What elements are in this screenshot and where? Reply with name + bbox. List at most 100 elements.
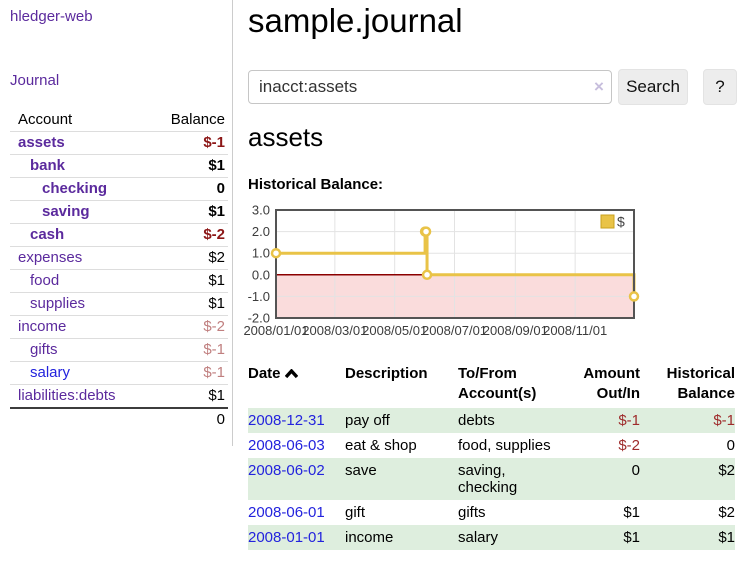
register-header-description: Description <box>345 365 428 382</box>
account-link-supplies[interactable]: supplies <box>30 295 86 312</box>
account-row-assets: assets $-1 <box>10 131 228 155</box>
transaction-description: pay off <box>345 412 390 429</box>
register-row: 2008-06-02 save saving, checking 0 $2 <box>248 458 735 500</box>
account-row-saving: saving $1 <box>10 200 228 224</box>
transaction-description: gift <box>345 504 366 521</box>
transaction-amount: $1 <box>623 529 640 546</box>
register-row: 2008-12-31 pay off debts $-1 $-1 <box>248 408 735 433</box>
transaction-balance: $-1 <box>713 412 735 429</box>
x-axis-tick-label: 2008/05/01 <box>362 323 427 338</box>
transaction-amount: $-2 <box>618 437 640 454</box>
y-axis-tick-label: 1.0 <box>252 246 270 261</box>
account-heading: assets <box>248 122 324 152</box>
account-balance: 0 <box>153 177 228 201</box>
data-point-marker <box>270 247 282 259</box>
historical-balance-chart: 3.0 2.0 1.0 0.0 -1.0 -2.0 2008/01/01 2008/03/01… <box>235 198 742 343</box>
register-row: 2008-06-03 eat & shop food, supplies $-2… <box>248 433 735 458</box>
register-row: 2008-01-01 income salary $1 $1 <box>248 525 735 550</box>
transaction-accounts: debts <box>458 412 495 429</box>
x-axis-tick-label: 2008/07/01 <box>422 323 487 338</box>
account-link-checking[interactable]: checking <box>42 180 108 197</box>
account-row-supplies: supplies $1 <box>10 292 228 316</box>
y-axis-tick-label: -1.0 <box>248 289 270 304</box>
account-link-bank[interactable]: bank <box>30 157 66 174</box>
transaction-balance: $2 <box>718 504 735 521</box>
account-balance: $-1 <box>153 338 228 362</box>
account-link-liabilities-debts[interactable]: liabilities:debts <box>18 387 116 404</box>
transaction-date-link[interactable]: 2008-12-31 <box>248 412 325 429</box>
register-header-balance: Historical Balance <box>666 365 735 402</box>
account-balance: $1 <box>153 384 228 409</box>
account-row-cash: cash $-2 <box>10 223 228 247</box>
register-header-row: Date Description To/From Account(s) Amou… <box>248 362 735 408</box>
sidebar: hledger-web Journal Account Balance asse… <box>0 0 233 446</box>
y-axis-tick-label: 2.0 <box>252 224 270 239</box>
account-row-bank: bank $1 <box>10 154 228 178</box>
x-axis-tick-label: 2008/09/01 <box>483 323 548 338</box>
account-link-cash[interactable]: cash <box>30 226 65 243</box>
account-row-food: food $1 <box>10 269 228 293</box>
x-axis-tick-label: 2008/11/01 <box>543 323 607 338</box>
transaction-description: income <box>345 529 394 546</box>
page-title: sample.journal <box>248 2 463 39</box>
transaction-accounts: food, supplies <box>458 437 551 454</box>
account-balance: $1 <box>153 154 228 178</box>
chart-title: Historical Balance: <box>248 176 384 193</box>
chart-canvas: 3.0 2.0 1.0 0.0 -1.0 -2.02008/01/012008/03/01… <box>243 203 640 338</box>
account-row-salary: salary $-1 <box>10 361 228 385</box>
register-header-amount: Amount Out/In <box>583 365 640 402</box>
transaction-date-link[interactable]: 2008-06-02 <box>248 462 325 479</box>
transaction-amount: $1 <box>623 504 640 521</box>
account-balance: $-2 <box>153 315 228 339</box>
data-point-marker <box>628 291 640 302</box>
register-table: Date Description To/From Account(s) Amou… <box>248 362 735 550</box>
help-button[interactable]: ? <box>703 69 737 105</box>
transaction-balance: $2 <box>718 462 735 479</box>
clear-search-icon[interactable]: × <box>594 77 604 96</box>
account-link-assets[interactable]: assets <box>18 134 65 151</box>
accounts-tree-table: Account Balance assets $-1 bank $1 check… <box>10 109 228 431</box>
account-row-liabilities-debts: liabilities:debts $1 <box>10 384 228 409</box>
sort-ascending-icon <box>284 365 298 385</box>
transaction-accounts: gifts <box>458 504 486 521</box>
transaction-date-link[interactable]: 2008-06-01 <box>248 504 325 521</box>
search-button[interactable]: Search <box>618 69 688 105</box>
register-header-accounts: To/From Account(s) <box>458 365 537 402</box>
accounts-total-row: 0 <box>10 407 228 431</box>
search-input[interactable] <box>248 70 612 104</box>
app-brand-link[interactable]: hledger-web <box>10 8 93 25</box>
transaction-accounts: saving, checking <box>458 462 518 496</box>
legend-swatch <box>600 214 615 229</box>
account-link-expenses[interactable]: expenses <box>18 249 83 266</box>
register-header-date-label: Date <box>248 365 281 382</box>
account-balance: $1 <box>153 292 228 316</box>
account-link-saving[interactable]: saving <box>42 203 90 220</box>
register-row: 2008-06-01 gift gifts $1 $2 <box>248 500 735 525</box>
sidebar-item-journal[interactable]: Journal <box>10 72 60 89</box>
account-balance: $1 <box>153 269 228 293</box>
account-link-gifts[interactable]: gifts <box>30 341 58 358</box>
account-row-checking: checking 0 <box>10 177 228 201</box>
transaction-date-link[interactable]: 2008-06-03 <box>248 437 325 454</box>
data-point-marker <box>420 226 432 237</box>
account-balance: $2 <box>153 246 228 270</box>
accounts-header-account: Account <box>10 109 154 132</box>
transaction-accounts: salary <box>458 529 499 546</box>
transaction-amount: $-1 <box>618 412 640 429</box>
account-balance: $-2 <box>153 223 228 247</box>
plot-border <box>275 209 635 319</box>
legend-label: $ <box>617 214 625 230</box>
account-balance: $1 <box>153 200 228 224</box>
accounts-header-balance: Balance <box>153 109 228 132</box>
transaction-amount: 0 <box>631 462 640 479</box>
transaction-date-link[interactable]: 2008-01-01 <box>248 529 325 546</box>
y-axis-tick-label: -2.0 <box>248 311 270 326</box>
transaction-balance: 0 <box>726 437 735 454</box>
register-header-date[interactable]: Date <box>248 362 345 408</box>
account-link-income[interactable]: income <box>18 318 67 335</box>
account-row-income: income $-2 <box>10 315 228 339</box>
account-link-food[interactable]: food <box>30 272 60 289</box>
transaction-description: eat & shop <box>345 437 417 454</box>
y-axis-tick-label: 0.0 <box>252 267 270 282</box>
account-link-salary[interactable]: salary <box>30 364 71 381</box>
